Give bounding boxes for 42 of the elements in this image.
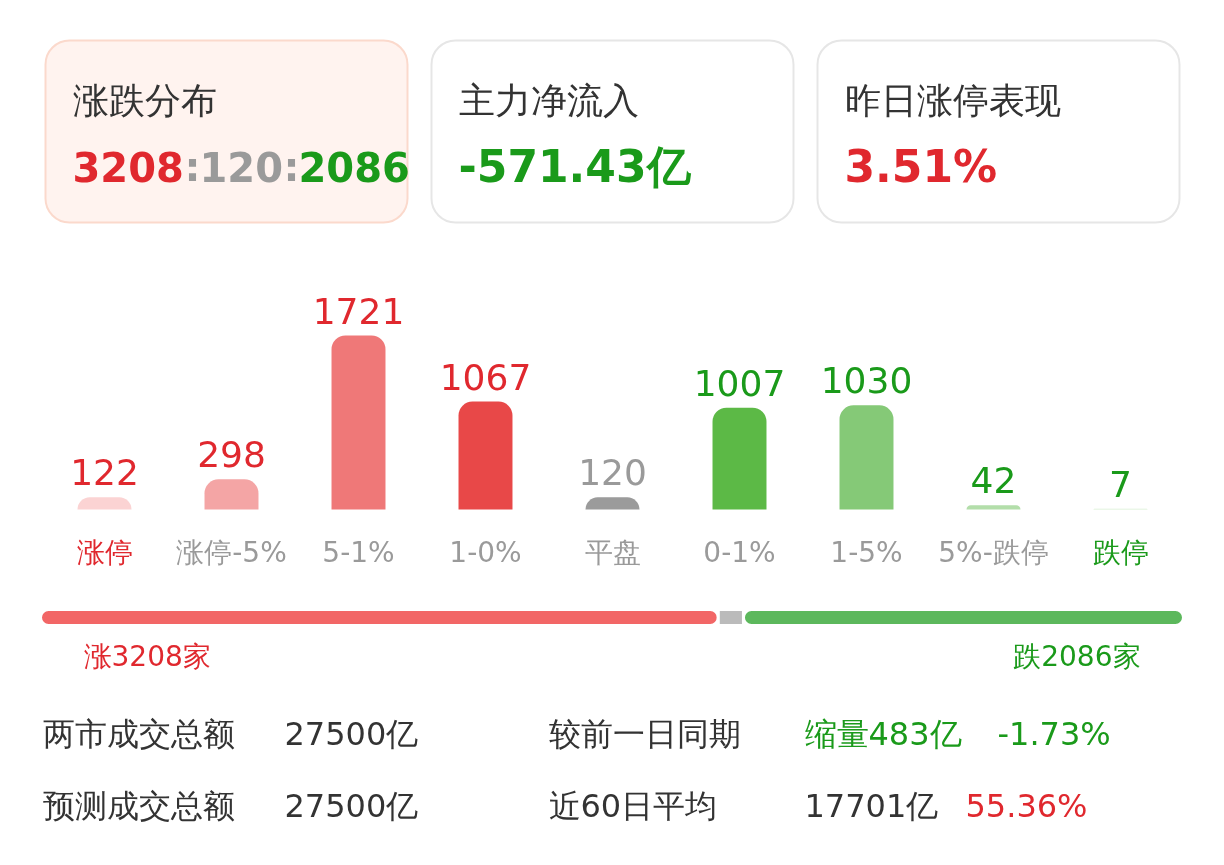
text: 3208:120:2086: [72, 143, 410, 191]
text: 27500亿: [284, 714, 419, 753]
data-label: 298: [197, 434, 266, 476]
bar: [712, 407, 767, 510]
bar: [331, 335, 386, 510]
data-label: 42: [970, 460, 1017, 502]
text: 两市成交总额: [42, 714, 235, 753]
text: 涨3208家: [83, 640, 211, 673]
data-label: 1007: [693, 362, 786, 404]
text: -571.43亿: [458, 141, 692, 192]
text: 55.36%: [965, 786, 1088, 825]
x-tick-label: 0-1%: [703, 536, 776, 569]
text: 近60日平均: [548, 786, 718, 825]
text: 17701亿: [804, 786, 939, 825]
text: 涨跌分布: [72, 80, 217, 121]
x-tick-label: 5-1%: [322, 536, 395, 569]
text: 27500亿: [284, 786, 419, 825]
text: -1.73%: [997, 714, 1111, 753]
bar: [839, 405, 894, 510]
text: 跌2086家: [1013, 640, 1141, 673]
text: 3.51%: [844, 141, 998, 192]
x-tick-label: 5%-跌停: [938, 536, 1049, 569]
x-tick-label: 平盘: [584, 536, 641, 569]
text: 较前一日同期: [548, 714, 741, 753]
bar: [966, 505, 1021, 510]
text: 缩量483亿: [804, 714, 962, 753]
data-label: 120: [578, 452, 647, 494]
data-label: 7: [1109, 463, 1132, 505]
data-label: 122: [70, 452, 139, 494]
text: 主力净流入: [458, 80, 639, 121]
text: 预测成交总额: [42, 786, 235, 825]
x-tick-label: 跌停: [1092, 536, 1149, 569]
text: 昨日涨停表现: [844, 80, 1061, 121]
data-label: 1721: [312, 290, 405, 332]
data-label: 1030: [820, 360, 913, 402]
bar: [458, 401, 513, 510]
x-tick-label: 1-0%: [449, 536, 522, 569]
x-tick-label: 涨停: [76, 536, 133, 569]
data-label: 1067: [439, 356, 532, 398]
bar: [204, 479, 259, 510]
x-tick-label: 涨停-5%: [176, 536, 287, 569]
x-tick-label: 1-5%: [830, 536, 903, 569]
